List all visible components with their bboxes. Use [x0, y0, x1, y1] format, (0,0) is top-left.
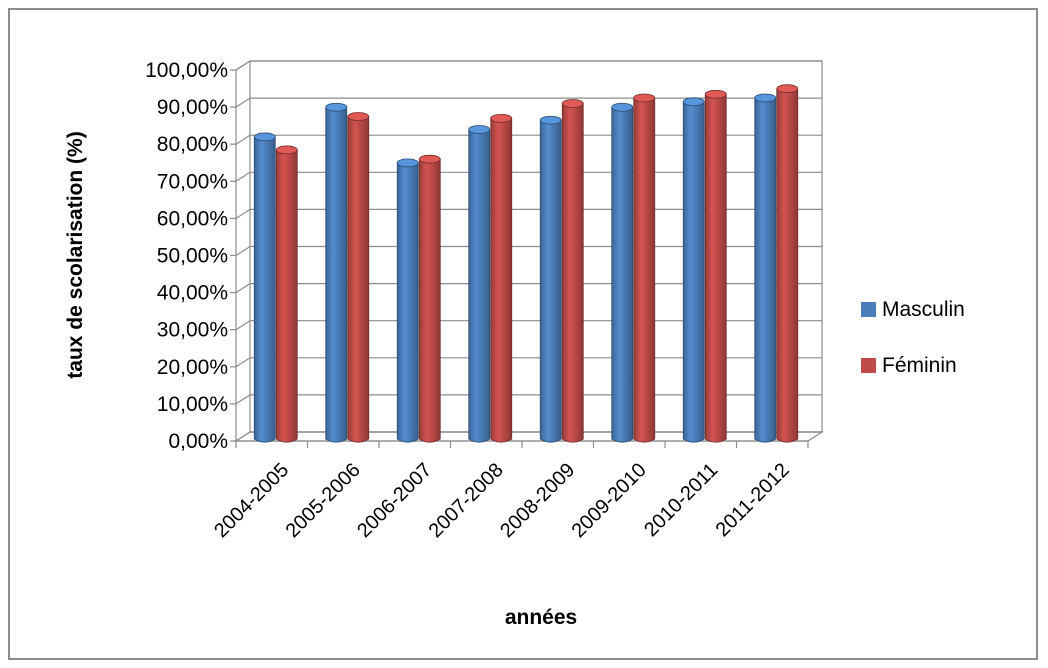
gridlines — [235, 60, 822, 442]
y-tick-label: 30,00% — [157, 319, 228, 342]
y-tick-label: 70,00% — [157, 170, 228, 193]
gridline — [235, 134, 822, 145]
bar-masculin-2004-2005 — [253, 132, 276, 443]
y-tick-label: 40,00% — [157, 282, 228, 305]
bar-féminin-2008-2009 — [561, 99, 584, 443]
legend-swatch — [861, 302, 876, 317]
gridline — [235, 97, 822, 108]
bar-féminin-2005-2006 — [347, 112, 370, 443]
y-tick-label: 0,00% — [168, 430, 228, 453]
gridline — [235, 394, 822, 405]
bar-féminin-2011-2012 — [776, 84, 799, 443]
x-tick-label: 2010-2011 — [640, 459, 722, 541]
bar-masculin-2011-2012 — [754, 93, 777, 443]
legend-label: Féminin — [882, 354, 957, 377]
gridline — [235, 60, 822, 71]
y-tick-label: 50,00% — [157, 245, 228, 268]
gridline — [235, 357, 822, 368]
y-tick-label: 60,00% — [157, 207, 228, 230]
bar-féminin-2006-2007 — [418, 154, 441, 443]
gridline — [235, 245, 822, 257]
legend: Masculin Féminin — [861, 298, 965, 377]
chart-walls — [233, 60, 825, 442]
bar-masculin-2006-2007 — [396, 158, 419, 443]
x-tick-label: 2004-2005 — [210, 459, 293, 542]
y-axis-ticks: 0,00% 10,00% 20,00% 30,00% 40,00% 50,00% 60,00… — [145, 59, 236, 453]
bar-masculin-2009-2010 — [611, 102, 634, 443]
bar-masculin-2005-2006 — [325, 102, 348, 443]
bar-masculin-2008-2009 — [539, 115, 562, 443]
x-tick-label: 2009-2010 — [568, 459, 651, 542]
bar-féminin-2010-2011 — [704, 89, 727, 443]
x-tick-label: 2007-2008 — [425, 459, 508, 542]
bar-masculin-2007-2008 — [468, 125, 491, 443]
y-axis-title: taux de scolarisation (%) — [64, 131, 87, 378]
legend-label: Masculin — [882, 298, 965, 321]
y-tick-label: 90,00% — [157, 96, 228, 119]
y-tick-label: 80,00% — [157, 133, 228, 156]
x-tick-label: 2008-2009 — [496, 459, 579, 542]
legend-item-masculin: Masculin — [861, 298, 965, 321]
bar-féminin-2009-2010 — [633, 93, 656, 443]
x-tick-label: 2005-2006 — [282, 459, 365, 542]
legend-swatch — [861, 358, 876, 373]
bar-féminin-2007-2008 — [490, 113, 513, 443]
y-tick-label: 100,00% — [145, 59, 228, 82]
y-tick-label: 10,00% — [157, 393, 228, 416]
gridline — [235, 320, 822, 331]
gridline — [235, 208, 822, 219]
bar-masculin-2010-2011 — [682, 97, 705, 443]
gridline — [235, 431, 822, 442]
bar-féminin-2004-2005 — [275, 145, 298, 443]
x-axis-title: années — [505, 606, 577, 629]
chart-frame — [8, 8, 1038, 660]
x-tick-label: 2006-2007 — [353, 459, 436, 542]
floor — [233, 60, 825, 442]
gridline — [235, 283, 822, 294]
gridline — [235, 171, 822, 182]
x-axis-ticks: 2004-20052005-20062006-20072007-20082008… — [210, 441, 809, 542]
y-tick-label: 20,00% — [157, 356, 228, 379]
bars — [253, 84, 799, 443]
x-tick-label: 2011-2012 — [712, 459, 794, 541]
legend-item-féminin: Féminin — [861, 354, 957, 377]
